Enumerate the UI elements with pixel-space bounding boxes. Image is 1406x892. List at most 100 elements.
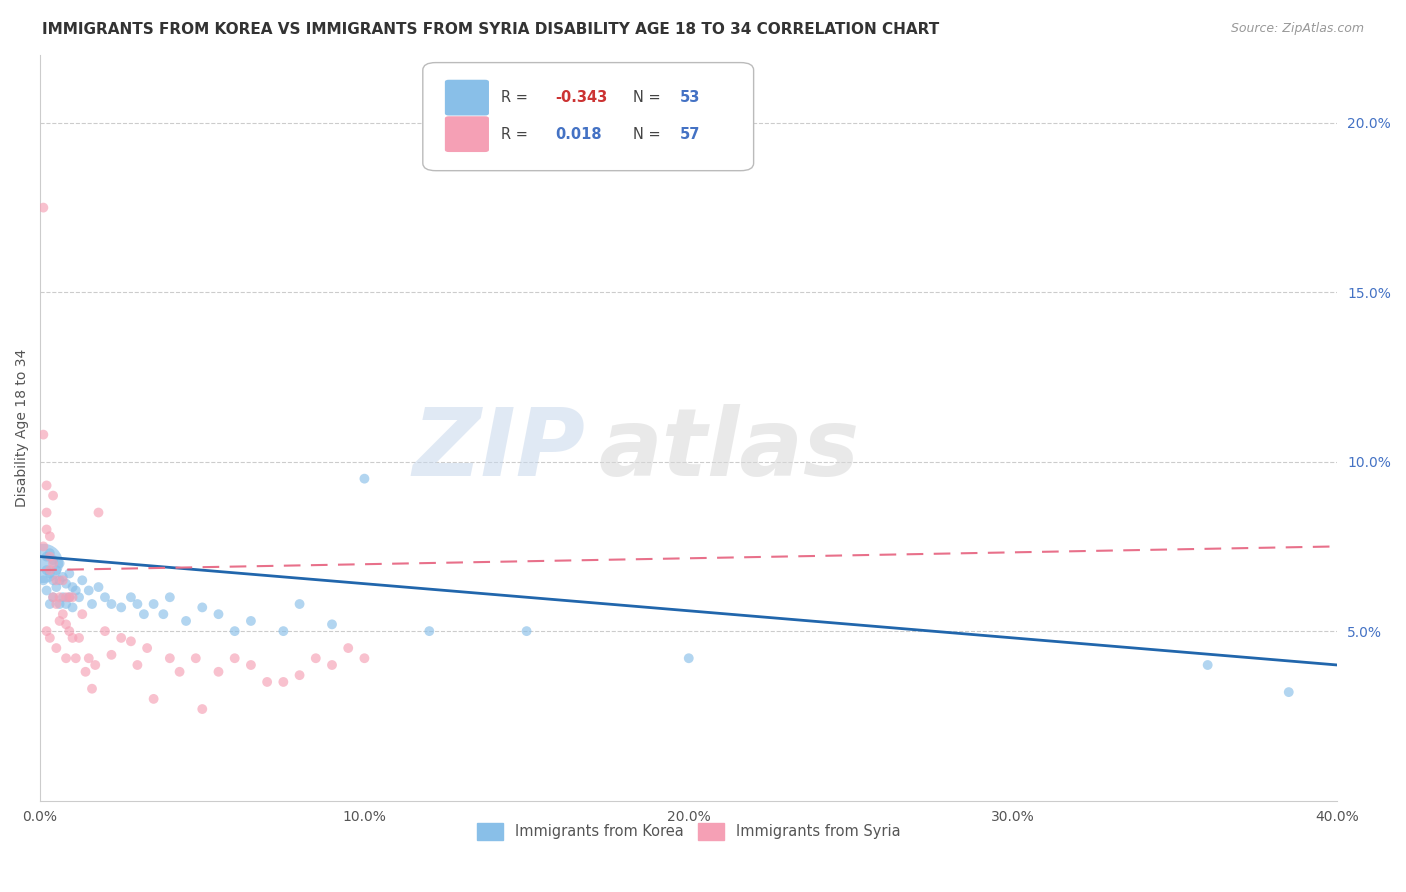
Legend: Immigrants from Korea, Immigrants from Syria: Immigrants from Korea, Immigrants from S… [471,817,907,846]
Point [80,597,103,611]
Point [52,574,75,588]
Point [224,651,246,665]
FancyBboxPatch shape [423,62,754,170]
Point [38,631,60,645]
Point [38,566,60,581]
Point [80,681,103,696]
Point [45,597,67,611]
Point [87,506,110,520]
Point [273,675,295,690]
Point [62,631,84,645]
Point [48,597,70,611]
Text: N =: N = [633,127,661,142]
Point [84,658,107,673]
Point [32,427,55,442]
Point [94,591,117,605]
Y-axis label: Disability Age 18 to 34: Disability Age 18 to 34 [15,349,30,507]
Point [52,570,75,584]
Text: 57: 57 [679,127,700,142]
Point [32,557,55,571]
Point [55,597,77,611]
Point [110,631,132,645]
Point [38,546,60,560]
Point [1278,685,1301,699]
Point [48,591,70,605]
Point [100,597,122,611]
Text: 53: 53 [679,90,700,105]
Point [94,624,117,639]
Point [127,658,149,673]
Point [32,540,55,554]
Point [72,574,94,588]
Point [55,617,77,632]
Point [321,658,343,673]
Point [321,617,343,632]
Point [32,574,55,588]
FancyBboxPatch shape [444,116,489,152]
Text: 0.018: 0.018 [555,127,602,142]
Point [273,624,295,639]
Point [58,591,80,605]
FancyBboxPatch shape [444,79,489,116]
Text: N =: N = [633,90,661,105]
Point [224,624,246,639]
Point [305,651,328,665]
Point [55,591,77,605]
Point [48,574,70,588]
Text: IMMIGRANTS FROM KOREA VS IMMIGRANTS FROM SYRIA DISABILITY AGE 18 TO 34 CORRELATI: IMMIGRANTS FROM KOREA VS IMMIGRANTS FROM… [42,22,939,37]
Point [55,651,77,665]
Point [152,607,174,622]
Point [35,506,58,520]
Point [48,557,70,571]
Point [58,566,80,581]
Point [516,624,538,639]
Point [42,557,65,571]
Point [100,648,122,662]
Point [45,641,67,656]
Point [58,624,80,639]
Point [35,583,58,598]
Point [159,591,181,605]
Point [207,665,229,679]
Point [65,651,87,665]
Point [159,651,181,665]
Point [55,576,77,591]
Point [75,665,97,679]
Point [418,624,440,639]
Point [207,607,229,622]
Point [353,472,375,486]
Point [35,549,58,564]
Text: -0.343: -0.343 [555,90,607,105]
Point [77,651,100,665]
Point [42,553,65,567]
Point [62,600,84,615]
Point [42,574,65,588]
Point [38,549,60,564]
Text: R =: R = [501,90,527,105]
Point [42,591,65,605]
Point [48,614,70,628]
Point [174,614,197,628]
Text: Source: ZipAtlas.com: Source: ZipAtlas.com [1230,22,1364,36]
Point [65,583,87,598]
Point [288,668,311,682]
Point [32,201,55,215]
Point [35,523,58,537]
Point [38,597,60,611]
Text: ZIP: ZIP [412,404,585,496]
Point [72,607,94,622]
Text: atlas: atlas [598,404,859,496]
Point [337,641,360,656]
Point [353,651,375,665]
Point [58,591,80,605]
Point [62,591,84,605]
Point [127,597,149,611]
Point [45,574,67,588]
Point [42,489,65,503]
Point [120,634,142,648]
Point [191,600,214,615]
Point [1197,658,1219,673]
Point [169,665,191,679]
Point [35,563,58,577]
Point [52,591,75,605]
